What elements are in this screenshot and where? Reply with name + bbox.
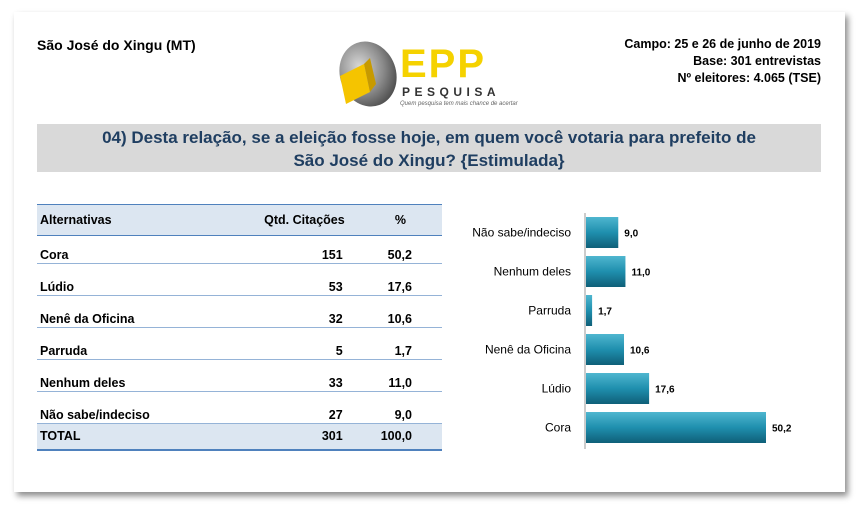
category-label: Parruda — [528, 304, 571, 318]
city-title: São José do Xingu (MT) — [37, 37, 196, 53]
table-total-row: TOTAL 301 100,0 — [37, 423, 442, 451]
question-line-2: São José do Xingu? {Estimulada} — [293, 151, 565, 170]
base-text: Base: 301 entrevistas — [693, 54, 821, 68]
row-qtd: 151 — [243, 235, 367, 264]
row-qtd: 33 — [243, 359, 367, 392]
results-table: Alternativas Qtd. Citações % Cora 151 50… — [37, 204, 442, 451]
total-name: TOTAL — [37, 423, 243, 451]
table-row: Lúdio 53 17,6 — [37, 263, 442, 296]
question-line-1: 04) Desta relação, se a eleição fosse ho… — [102, 128, 756, 147]
value-label: 11,0 — [631, 268, 650, 279]
category-label: Não sabe/indeciso — [472, 226, 571, 240]
table-row: Nenhum deles 33 11,0 — [37, 359, 442, 392]
row-pct: 9,0 — [366, 391, 442, 424]
value-label: 50,2 — [772, 424, 792, 435]
table-row: Parruda 5 1,7 — [37, 327, 442, 360]
category-label: Lúdio — [542, 382, 572, 396]
bar-1 — [586, 256, 626, 287]
bar-chart: Não sabe/indeciso 9,0 Nenhum deles 11,0 Parr… — [472, 213, 792, 449]
eleitores-text: Nº eleitores: 4.065 (TSE) — [677, 71, 821, 85]
category-label: Cora — [545, 421, 571, 435]
row-name: Nenhum deles — [37, 359, 243, 392]
row-qtd: 53 — [243, 263, 367, 296]
question-banner: 04) Desta relação, se a eleição fosse ho… — [37, 124, 821, 172]
table-row: Nenê da Oficina 32 10,6 — [37, 295, 442, 328]
table-row: Não sabe/indeciso 27 9,0 — [37, 391, 442, 424]
campo-text: Campo: 25 e 26 de junho de 2019 — [624, 37, 821, 51]
logo-subtitle: PESQUISA — [402, 85, 501, 99]
total-qtd: 301 — [243, 423, 367, 451]
value-label: 1,7 — [598, 307, 612, 318]
header-pct: % — [366, 204, 442, 236]
row-pct: 1,7 — [366, 327, 442, 360]
row-pct: 50,2 — [366, 235, 442, 264]
row-name: Parruda — [37, 327, 243, 360]
category-label: Nenê da Oficina — [485, 343, 571, 357]
category-label: Nenhum deles — [494, 265, 571, 279]
total-pct: 100,0 — [366, 423, 442, 451]
bar-3 — [586, 334, 625, 365]
value-label: 10,6 — [630, 346, 650, 357]
row-qtd: 5 — [243, 327, 367, 360]
table-row: Cora 151 50,2 — [37, 235, 442, 264]
row-qtd: 27 — [243, 391, 367, 424]
row-qtd: 32 — [243, 295, 367, 328]
header-qtd: Qtd. Citações — [243, 204, 367, 236]
bar-2 — [586, 295, 593, 326]
bar-5 — [586, 412, 766, 443]
bar-4 — [586, 373, 650, 404]
logo-tagline: Quem pesquisa tem mais chance de acertar — [400, 101, 518, 107]
row-pct: 11,0 — [366, 359, 442, 392]
table-header-row: Alternativas Qtd. Citações % — [37, 204, 442, 236]
logo-wordmark: EPP — [400, 42, 487, 86]
bar-0 — [586, 217, 619, 248]
header-alternativas: Alternativas — [37, 204, 243, 236]
row-name: Cora — [37, 235, 243, 264]
value-label: 9,0 — [624, 229, 638, 240]
epp-logo-icon — [339, 41, 397, 107]
row-name: Não sabe/indeciso — [37, 391, 243, 424]
survey-meta: Campo: 25 e 26 de junho de 2019 Base: 30… — [624, 36, 821, 87]
row-pct: 17,6 — [366, 263, 442, 296]
row-pct: 10,6 — [366, 295, 442, 328]
row-name: Lúdio — [37, 263, 243, 296]
row-name: Nenê da Oficina — [37, 295, 243, 328]
value-label: 17,6 — [655, 385, 675, 396]
